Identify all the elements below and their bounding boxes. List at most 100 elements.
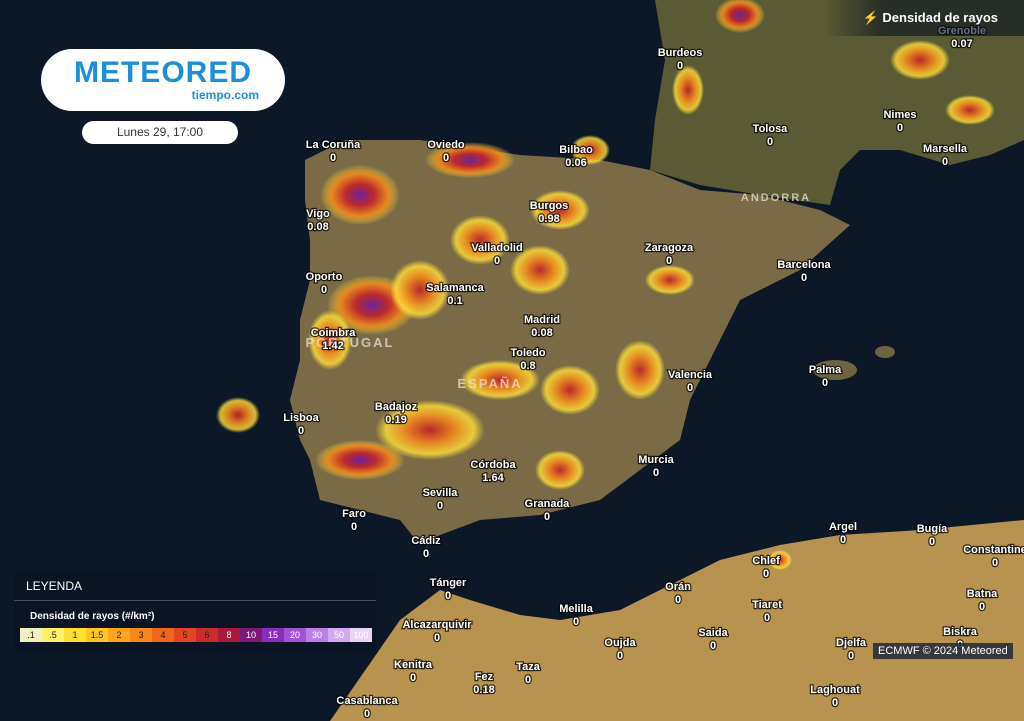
country-label: ANDORRA	[741, 192, 811, 204]
city-value: 0	[573, 616, 579, 628]
storm-cell	[715, 0, 765, 33]
city-value: 0	[710, 640, 716, 652]
timestamp[interactable]: Lunes 29, 17:00	[82, 121, 238, 144]
city-name: Lisboa	[283, 412, 319, 424]
city-value: 0	[832, 697, 838, 709]
city-name: Valladolid	[471, 242, 522, 254]
storm-cell	[615, 340, 665, 400]
city-name: Salamanca	[426, 282, 484, 294]
legend-swatch: 8	[218, 628, 240, 642]
city-name: Bilbao	[559, 144, 593, 156]
storm-cell	[216, 397, 260, 433]
country-label: ESPAÑA	[457, 376, 522, 391]
legend-scale: .1.5 1 1.5 2 3 4 5 6 8 10 15 20 30 50 100	[20, 628, 372, 642]
city-value: 0.18	[473, 684, 494, 696]
city-name: Nimes	[883, 109, 916, 121]
credit: ECMWF © 2024 Meteored	[873, 643, 1013, 659]
city-name: Bugía	[917, 523, 948, 535]
city-name: Madrid	[524, 314, 560, 326]
city-value: 0	[437, 500, 443, 512]
logo-brand: METEORED	[73, 56, 252, 89]
logo[interactable]: METEORED tiempo.com	[41, 49, 285, 111]
city-value: 0	[848, 650, 854, 662]
land-africa	[330, 520, 1024, 721]
city-name: Oviedo	[427, 139, 465, 151]
city-name: Tánger	[430, 577, 467, 589]
city-name: Tolosa	[753, 123, 789, 135]
city-value: 0.06	[565, 157, 586, 169]
city-value: 0	[653, 467, 659, 479]
city-name: Taza	[516, 661, 541, 673]
city-name: Faro	[342, 508, 366, 520]
storm-cell	[320, 165, 400, 225]
city-value: 0	[801, 272, 807, 284]
storm-cell	[540, 365, 600, 415]
city-value: 0	[443, 152, 449, 164]
city-name: Laghouat	[810, 684, 860, 696]
storm-cell	[390, 260, 450, 320]
city-value: 0.08	[531, 327, 552, 339]
storm-cell	[890, 40, 950, 80]
legend-swatch: .1	[20, 628, 42, 642]
city-name: Murcia	[638, 454, 674, 466]
city-name: Chlef	[752, 555, 780, 567]
city-name: Batna	[967, 588, 998, 600]
city-name: Cádiz	[411, 535, 441, 547]
legend-swatch: 3	[130, 628, 152, 642]
storm-cells	[216, 0, 995, 570]
storm-cell	[645, 265, 695, 295]
city-name: Marsella	[923, 143, 968, 155]
layer-title: ⚡ Densidad de rayos	[822, 0, 1024, 36]
city-value: 0	[494, 255, 500, 267]
city-name: Oporto	[306, 271, 343, 283]
city-name: Zaragoza	[645, 242, 694, 254]
city-name: Casablanca	[336, 695, 398, 707]
city-value: 0	[666, 255, 672, 267]
city-name: Alcazarquivir	[402, 619, 472, 631]
city-name: Valencia	[668, 369, 713, 381]
legend-swatch: 100	[350, 628, 372, 642]
city-value: 0	[687, 382, 693, 394]
storm-cell	[672, 65, 704, 115]
city-value: 1.64	[482, 472, 504, 484]
logo-site: tiempo.com	[191, 88, 259, 102]
legend-swatch: 10	[240, 628, 262, 642]
land-mallorca	[813, 360, 857, 380]
city-value: 0	[764, 612, 770, 624]
storm-cell	[570, 135, 610, 165]
city-value: 0	[525, 674, 531, 686]
city-value: 0	[942, 156, 948, 168]
city-value: 0	[677, 60, 683, 72]
city-name: Fez	[475, 671, 494, 683]
place-labels: PORTUGAL ESPAÑA ANDORRA Grenoble0.07Burd…	[282, 24, 1024, 721]
city-value: 0	[979, 601, 985, 613]
storm-cell	[460, 360, 540, 400]
city-value: 0.1	[447, 295, 462, 307]
city-value: 0	[351, 521, 357, 533]
city-value: 0	[445, 590, 451, 602]
storm-cell	[450, 215, 510, 265]
storm-cell	[308, 310, 352, 370]
city-value: 0	[763, 568, 769, 580]
storm-cell	[375, 400, 485, 460]
city-value: 0	[767, 136, 773, 148]
city-name: Saida	[698, 627, 728, 639]
legend-swatch: 15	[262, 628, 284, 642]
city-name: Burgos	[530, 200, 569, 212]
legend-swatch: 30	[306, 628, 328, 642]
storm-cell	[535, 450, 585, 490]
city-name: Coimbra	[311, 327, 357, 339]
city-name: Sevilla	[423, 487, 459, 499]
city-name: Kenitra	[394, 659, 433, 671]
storm-cell	[945, 95, 995, 125]
city-value: 0.08	[307, 221, 328, 233]
city-value: 0	[330, 152, 336, 164]
legend-swatch: 1.5	[86, 628, 108, 642]
city-name: Melilla	[559, 603, 594, 615]
city-name: Córdoba	[470, 459, 516, 471]
city-value: 0.8	[520, 360, 535, 372]
city-name: Toledo	[510, 347, 546, 359]
city-value: 0	[675, 594, 681, 606]
city-name: Biskra	[943, 626, 978, 638]
